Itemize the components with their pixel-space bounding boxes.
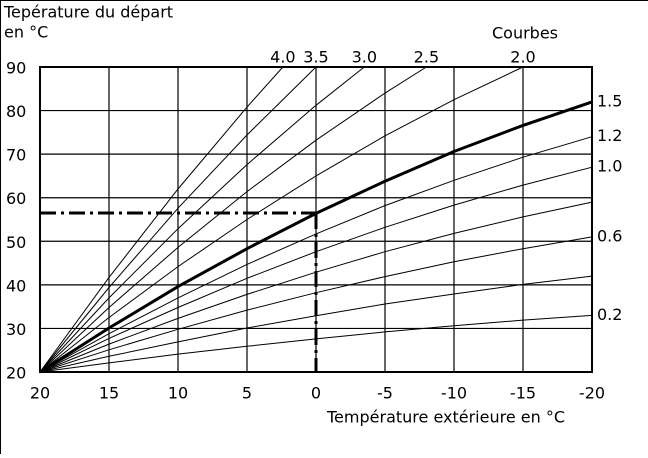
- x-tick-label: 15: [99, 384, 119, 403]
- y-tick-label: 50: [6, 233, 26, 252]
- y-axis-label: en °C: [4, 23, 48, 42]
- y-tick-label: 20: [6, 364, 26, 383]
- x-tick-label: 5: [242, 384, 252, 403]
- curve-label: 2.0: [510, 48, 535, 67]
- y-tick-label: 70: [6, 146, 26, 165]
- y-tick-label: 90: [6, 59, 26, 78]
- y-tick-label: 80: [6, 102, 26, 121]
- y-tick-label: 60: [6, 189, 26, 208]
- curve-label: 1.2: [597, 126, 622, 145]
- x-tick-label: -5: [377, 384, 393, 403]
- curve-label: 3.0: [352, 48, 377, 67]
- x-tick-label: -20: [579, 384, 605, 403]
- y-tick-label: 40: [6, 276, 26, 295]
- curve-label: 1.0: [597, 157, 622, 176]
- x-axis-label: Température extérieure en °C: [326, 408, 565, 427]
- legend-title: Courbes: [492, 24, 558, 43]
- x-tick-label: 10: [168, 384, 188, 403]
- y-tick-label: 30: [6, 320, 26, 339]
- x-tick-label: -10: [441, 384, 467, 403]
- curve-label: 2.5: [414, 48, 439, 67]
- curve-label: 0.6: [597, 226, 622, 245]
- curve-label: 3.5: [303, 48, 328, 67]
- chart-title: Tepérature du départ: [3, 3, 173, 22]
- x-tick-label: -15: [510, 384, 536, 403]
- curve-label: 4.0: [270, 48, 295, 67]
- curve-label: 1.5: [597, 91, 622, 110]
- x-tick-label: 20: [30, 384, 50, 403]
- curve-label: 0.2: [597, 305, 622, 324]
- x-tick-label: 0: [311, 384, 321, 403]
